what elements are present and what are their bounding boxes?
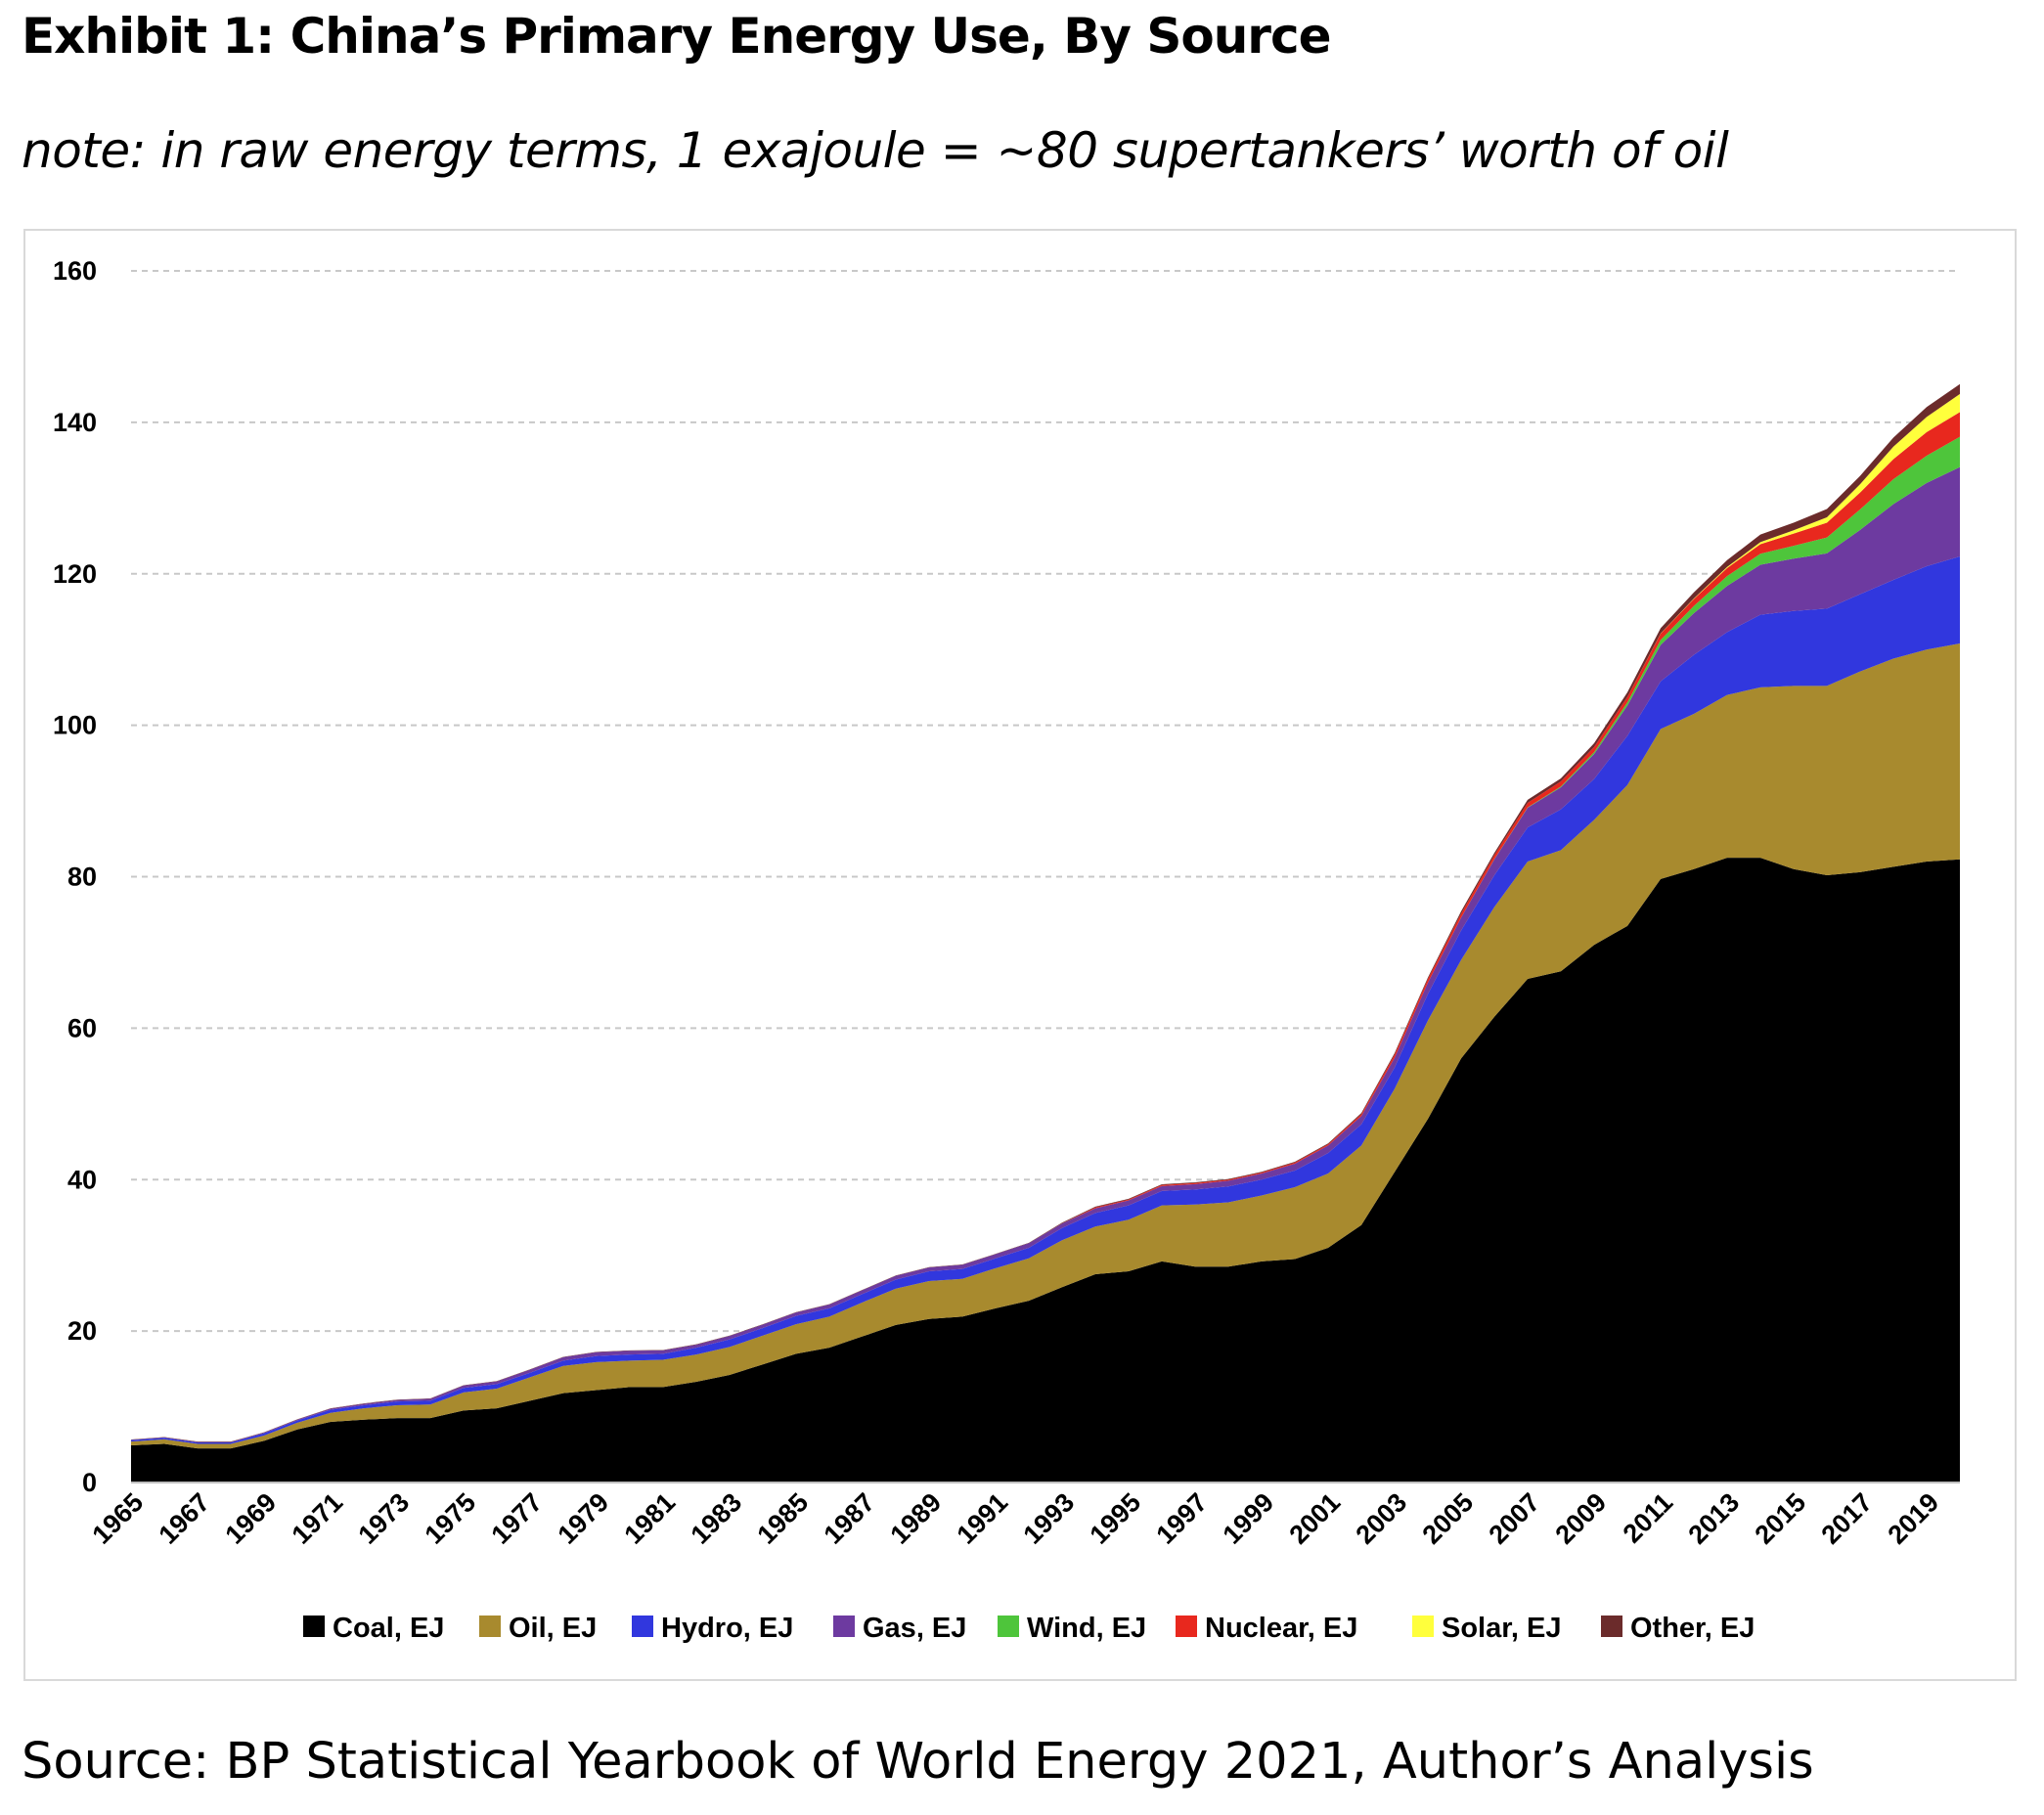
y-tick-label: 160 — [53, 256, 97, 286]
x-tick-label: 1981 — [619, 1487, 682, 1550]
area-series-hydro — [131, 555, 1960, 1444]
y-tick-label: 0 — [82, 1468, 97, 1497]
x-tick-label: 1979 — [553, 1487, 615, 1550]
legend-item-solar: Solar, EJ — [1412, 1613, 1562, 1644]
x-tick-label: 2001 — [1284, 1487, 1347, 1550]
legend-item-coal: Coal, EJ — [303, 1613, 444, 1644]
x-tick-label: 1997 — [1151, 1487, 1214, 1550]
x-tick-label: 2009 — [1550, 1487, 1613, 1550]
legend-label: Solar, EJ — [1442, 1613, 1562, 1644]
x-tick-label: 2013 — [1683, 1487, 1746, 1550]
x-tick-label: 1971 — [287, 1487, 349, 1550]
x-tick-label: 2011 — [1618, 1487, 1679, 1549]
y-tick-label: 100 — [53, 711, 97, 740]
legend-item-nuclear: Nuclear, EJ — [1176, 1613, 1357, 1644]
legend-swatch — [303, 1616, 325, 1637]
y-tick-label: 40 — [67, 1165, 97, 1194]
x-tick-label: 1967 — [154, 1487, 216, 1550]
x-tick-label: 1995 — [1085, 1487, 1147, 1550]
chart-subtitle-note: note: in raw energy terms, 1 exajoule = … — [22, 122, 1729, 179]
legend-item-gas: Gas, EJ — [833, 1613, 966, 1644]
legend-item-oil: Oil, EJ — [479, 1613, 597, 1644]
area-series — [131, 383, 1960, 1483]
y-tick-label: 120 — [53, 559, 97, 589]
legend-swatch — [998, 1616, 1019, 1637]
legend-label: Hydro, EJ — [661, 1613, 793, 1644]
area-series-coal — [131, 858, 1960, 1483]
legend-item-other: Other, EJ — [1601, 1613, 1755, 1644]
chart-title: Exhibit 1: China’s Primary Energy Use, B… — [22, 8, 1331, 65]
x-tick-label: 1991 — [952, 1487, 1014, 1550]
legend-swatch — [1412, 1616, 1434, 1637]
legend-swatch — [479, 1616, 501, 1637]
stacked-area-chart: 0 20 40 60 80 100 120 140 160 1965 1967 1969 1971 19… — [53, 256, 1960, 1644]
area-series-gas — [131, 466, 1960, 1442]
legend-swatch — [1176, 1616, 1197, 1637]
legend-swatch — [1601, 1616, 1622, 1637]
legend-item-hydro: Hydro, EJ — [632, 1613, 793, 1644]
x-tick-label: 2005 — [1417, 1487, 1480, 1550]
x-tick-label: 1973 — [353, 1487, 416, 1550]
legend-label: Nuclear, EJ — [1205, 1613, 1357, 1644]
x-tick-label: 2015 — [1750, 1487, 1812, 1550]
source-note: Source: BP Statistical Yearbook of World… — [22, 1733, 1814, 1791]
legend-label: Coal, EJ — [333, 1613, 444, 1644]
legend-item-wind: Wind, EJ — [998, 1613, 1146, 1644]
legend-label: Oil, EJ — [509, 1613, 597, 1644]
legend-label: Other, EJ — [1630, 1613, 1755, 1644]
x-tick-label: 1983 — [686, 1487, 748, 1550]
x-tick-label: 1989 — [885, 1487, 948, 1550]
x-tick-label: 1999 — [1218, 1487, 1280, 1550]
x-tick-label: 1977 — [486, 1487, 549, 1550]
x-axis-ticks: 1965 1967 1969 1971 1973 1975 1977 1979 1981 1983… — [87, 1487, 1945, 1550]
legend-label: Gas, EJ — [863, 1613, 966, 1644]
y-tick-label: 60 — [67, 1013, 97, 1042]
x-tick-label: 1987 — [819, 1487, 881, 1550]
y-axis-ticks: 0 20 40 60 80 100 120 140 160 — [53, 256, 97, 1497]
x-tick-label: 2017 — [1816, 1487, 1879, 1550]
x-tick-label: 1969 — [220, 1487, 283, 1550]
y-tick-label: 20 — [67, 1316, 97, 1346]
x-tick-label: 1975 — [420, 1487, 482, 1550]
legend-label: Wind, EJ — [1027, 1613, 1146, 1644]
gridlines — [131, 270, 1960, 1333]
area-series-oil — [131, 642, 1960, 1449]
x-tick-label: 1985 — [752, 1487, 815, 1550]
y-tick-label: 140 — [53, 408, 97, 437]
x-tick-label: 2019 — [1883, 1487, 1945, 1550]
legend: Coal, EJ Oil, EJ Hydro, EJ Gas, EJ Wind, EJ N… — [303, 1613, 1755, 1644]
y-tick-label: 80 — [67, 863, 97, 892]
x-tick-label: 1993 — [1018, 1487, 1081, 1550]
x-tick-label: 2007 — [1484, 1487, 1546, 1550]
legend-swatch — [833, 1616, 855, 1637]
legend-swatch — [632, 1616, 653, 1637]
x-tick-label: 2003 — [1351, 1487, 1413, 1550]
